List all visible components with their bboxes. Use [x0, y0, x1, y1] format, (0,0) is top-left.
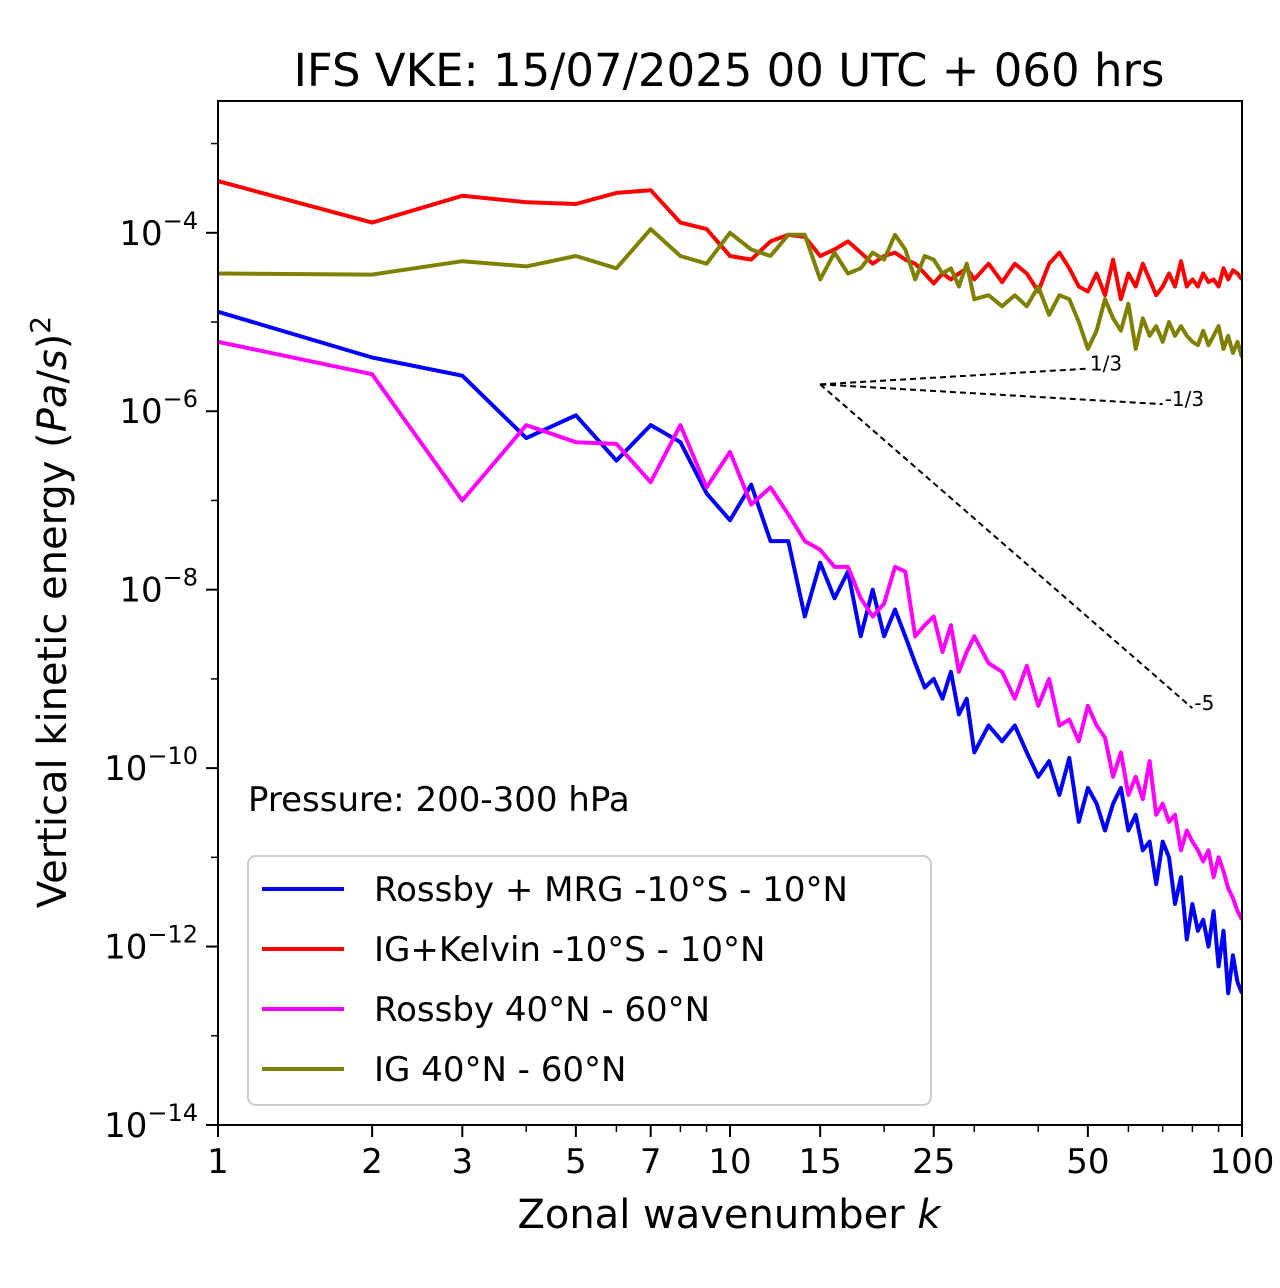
- y-tick-label: 10−6: [119, 385, 198, 432]
- legend-box: [247, 855, 932, 1106]
- x-tick-label: 3: [451, 1142, 473, 1182]
- series-line-2: [218, 179, 1242, 302]
- x-tick-label: 25: [912, 1142, 955, 1182]
- legend-label-2: IG+Kelvin -10°S - 10°N: [374, 930, 765, 970]
- y-axis-label: Vertical kinetic energy (Pa/s)2: [24, 316, 76, 908]
- series-line-1: [218, 309, 1242, 996]
- legend-label-1: Rossby + MRG -10°S - 10°N: [374, 870, 848, 910]
- reference-slope-label: 1/3: [1090, 352, 1122, 376]
- x-tick-label: 1: [207, 1142, 229, 1182]
- x-tick-label: 10: [708, 1142, 751, 1182]
- chart-title: IFS VKE: 15/07/2025 00 UTC + 060 hrs: [294, 44, 1165, 97]
- legend: Rossby + MRG -10°S - 10°N IG+Kelvin -10°S…: [247, 855, 932, 1106]
- reference-slope-label: -5: [1194, 691, 1214, 715]
- x-tick-label: 5: [565, 1142, 587, 1182]
- reference-slope-line: [820, 383, 1163, 406]
- x-tick-label: 15: [799, 1142, 842, 1182]
- reference-slope-line: [819, 383, 1194, 709]
- y-tick-label: 10−8: [119, 564, 198, 611]
- y-tick-label: 10−14: [104, 1099, 198, 1146]
- reference-slope-label: -1/3: [1165, 387, 1204, 411]
- x-axis-label: Zonal wavenumber k: [517, 1192, 942, 1238]
- y-tick-label: 10−4: [119, 207, 198, 254]
- x-tick-label: 100: [1210, 1142, 1275, 1182]
- pressure-annotation: Pressure: 200-300 hPa: [248, 780, 630, 820]
- series-line-4: [218, 227, 1242, 359]
- x-tick-label: 2: [361, 1142, 383, 1182]
- x-tick-label: 7: [640, 1142, 662, 1182]
- x-tick-label: 50: [1066, 1142, 1109, 1182]
- legend-label-4: IG 40°N - 60°N: [374, 1050, 626, 1090]
- plot-area: 1/3 -1/3 -5 1 2 3 5 7 10 15 25 50 100 10−14 10−12 10−10…: [104, 100, 1275, 1182]
- legend-label-3: Rossby 40°N - 60°N: [374, 990, 710, 1030]
- y-tick-label: 10−10: [104, 742, 198, 789]
- series-line-3: [218, 339, 1242, 921]
- reference-slope-line: [820, 367, 1088, 386]
- y-tick-label: 10−12: [104, 921, 198, 968]
